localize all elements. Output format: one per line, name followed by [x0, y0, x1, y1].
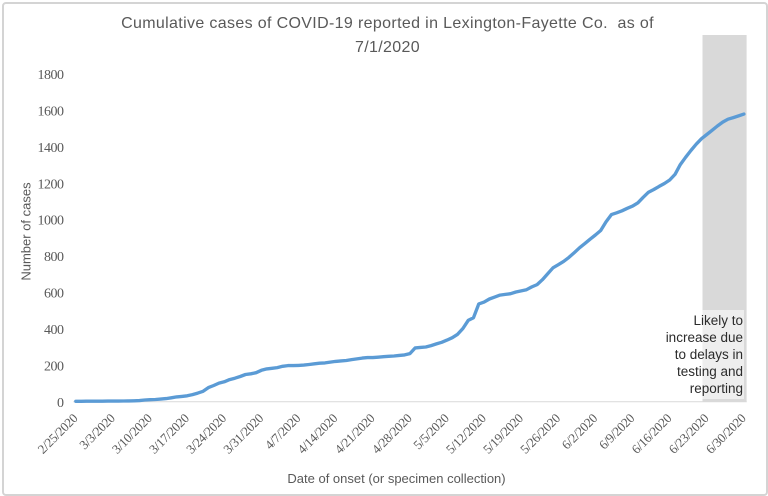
svg-text:6/23/2020: 6/23/2020 — [666, 411, 712, 457]
svg-text:3/17/2020: 3/17/2020 — [146, 411, 192, 457]
svg-text:6/30/2020: 6/30/2020 — [703, 411, 749, 457]
svg-text:5/26/2020: 5/26/2020 — [517, 411, 563, 457]
svg-text:400: 400 — [44, 323, 64, 338]
svg-text:3/31/2020: 3/31/2020 — [220, 411, 266, 457]
svg-text:5/12/2020: 5/12/2020 — [443, 411, 489, 457]
svg-text:1600: 1600 — [38, 104, 65, 119]
svg-text:4/28/2020: 4/28/2020 — [369, 411, 415, 457]
svg-text:3/24/2020: 3/24/2020 — [183, 411, 229, 457]
svg-text:3/10/2020: 3/10/2020 — [109, 411, 155, 457]
svg-text:4/21/2020: 4/21/2020 — [332, 411, 378, 457]
svg-text:0: 0 — [57, 396, 64, 411]
svg-text:800: 800 — [44, 250, 64, 265]
svg-text:1000: 1000 — [38, 214, 65, 229]
svg-text:2/25/2020: 2/25/2020 — [35, 411, 81, 457]
svg-text:1400: 1400 — [38, 141, 65, 156]
svg-text:5/19/2020: 5/19/2020 — [480, 411, 526, 457]
svg-text:1200: 1200 — [38, 177, 65, 192]
svg-text:4/14/2020: 4/14/2020 — [294, 411, 340, 457]
svg-text:600: 600 — [44, 287, 64, 302]
svg-text:1800: 1800 — [38, 68, 65, 83]
svg-text:6/2/2020: 6/2/2020 — [559, 411, 601, 453]
svg-text:200: 200 — [44, 359, 64, 374]
svg-text:6/16/2020: 6/16/2020 — [628, 411, 674, 457]
